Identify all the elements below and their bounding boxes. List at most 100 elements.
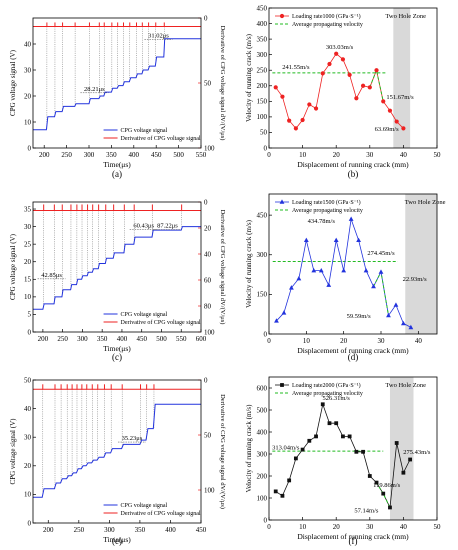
data-point — [334, 51, 339, 56]
right-y-tick-label: 0 — [204, 376, 208, 384]
y-tick-label: 400 — [257, 428, 268, 436]
data-point — [401, 470, 406, 475]
annotation-label: 274.45m/s — [367, 250, 395, 257]
data-point — [361, 449, 365, 454]
data-point — [367, 474, 372, 478]
data-point — [356, 237, 361, 243]
x-tick-label: 450 — [151, 151, 162, 159]
annotation-label: 60.43μs — [133, 223, 154, 230]
right-y-tick-label: 40 — [204, 250, 212, 258]
y-axis-label: Velocity of running crack (m/s) — [245, 219, 253, 308]
plot-frame — [32, 17, 202, 149]
x-axis-label: Time(μs) — [103, 160, 131, 169]
y-axis-label: Velocity of running crack (m/s) — [245, 404, 253, 493]
x-tick-label: 400 — [129, 151, 140, 159]
x-tick-label: 350 — [106, 151, 117, 159]
annotation-label: 151.67m/s — [386, 94, 414, 101]
y-tick-label: 150 — [257, 291, 268, 299]
y-tick-label: 5 — [28, 311, 32, 319]
two-hole-zone — [389, 377, 414, 520]
y-tick-label: 20 — [24, 258, 32, 266]
velocity-line — [275, 402, 411, 509]
x-tick-label: 250 — [74, 526, 85, 534]
right-y-tick-label: 50 — [204, 431, 212, 439]
y-tick-label: 100 — [257, 494, 268, 502]
data-point — [378, 269, 384, 274]
annotation-label: 31.02μs — [148, 33, 169, 40]
annotation-label: 275.43m/s — [403, 449, 431, 456]
x-tick-label: 400 — [117, 335, 128, 343]
x-tick-label: 300 — [84, 151, 95, 159]
y-tick-label: 300 — [257, 51, 268, 59]
x-tick-label: 0 — [267, 337, 271, 345]
x-tick-label: 20 — [333, 523, 341, 531]
x-tick-label: 10 — [299, 151, 307, 159]
data-point — [340, 57, 346, 62]
data-point — [274, 318, 279, 323]
y-tick-label: 300 — [257, 450, 268, 458]
legend-label: Average propagating velocity — [292, 22, 363, 28]
data-point — [307, 438, 312, 443]
data-point — [279, 13, 285, 19]
x-tick-label: 250 — [57, 335, 68, 343]
data-point — [289, 285, 294, 290]
plot-frame — [32, 201, 202, 333]
x-tick-label: 0 — [267, 151, 271, 159]
plot-frame — [268, 7, 438, 149]
data-point — [300, 447, 305, 452]
right-axis-label: Derivative of CPG voltage signal dV/(V/μ… — [219, 26, 226, 141]
zone-label: Two Hole Zone — [405, 199, 446, 206]
data-point — [273, 85, 278, 90]
data-point — [347, 72, 352, 77]
right-y-tick-label: 20 — [204, 224, 212, 232]
data-point — [386, 312, 391, 318]
data-point — [307, 102, 312, 107]
plot-frame — [32, 379, 202, 524]
right-y-tick-label: 100 — [204, 328, 215, 336]
chart-panel-d: Two Hole Zone 0 10 20 30 40 0 150 300 450 Displace… — [245, 193, 446, 362]
x-tick-label: 200 — [39, 151, 50, 159]
x-tick-label: 550 — [176, 335, 187, 343]
data-point — [320, 402, 325, 407]
data-point — [314, 434, 318, 439]
annotation-label: 526.31m/s — [323, 395, 351, 402]
legend-label: Derivative of CPG voltage signal — [121, 135, 201, 142]
legend-label: Average propagating velocity — [292, 208, 363, 214]
x-tick-label: 20 — [340, 337, 348, 345]
annotation-label: 241.55m/s — [282, 64, 310, 71]
data-point — [300, 117, 305, 123]
x-tick-label: 30 — [366, 523, 374, 531]
x-tick-label: 30 — [378, 337, 386, 345]
y-tick-label: 35 — [24, 205, 32, 213]
data-point — [371, 283, 376, 289]
data-point — [293, 126, 298, 131]
right-y-tick-label: 50 — [204, 79, 212, 87]
annotation-label: 303.03m/s — [326, 44, 354, 51]
data-point — [327, 421, 332, 426]
data-point — [401, 320, 406, 326]
x-tick-label: 400 — [165, 526, 176, 534]
x-axis-label: Displacement of running crack (mm) — [297, 160, 409, 169]
data-point — [367, 85, 372, 90]
legend-label: CPG voltage signal — [121, 312, 168, 318]
right-y-tick-label: 100 — [204, 486, 215, 494]
data-point — [293, 456, 298, 461]
x-axis-label: Displacement of running crack (mm) — [297, 346, 409, 355]
y-tick-label: 30 — [24, 66, 32, 74]
x-tick-label: 450 — [196, 526, 207, 534]
x-tick-label: 300 — [77, 335, 88, 343]
data-point — [318, 268, 324, 273]
x-tick-label: 600 — [196, 335, 207, 343]
y-tick-label: 10 — [24, 491, 32, 499]
right-y-tick-label: 60 — [204, 276, 212, 284]
right-y-tick-label: 0 — [204, 198, 208, 206]
x-tick-label: 40 — [415, 337, 423, 345]
x-tick-label: 350 — [135, 526, 146, 534]
data-point — [381, 491, 386, 496]
data-point — [334, 421, 339, 426]
y-tick-label: 30 — [24, 434, 32, 442]
panel-label: (a) — [112, 169, 122, 179]
data-point — [281, 310, 287, 315]
